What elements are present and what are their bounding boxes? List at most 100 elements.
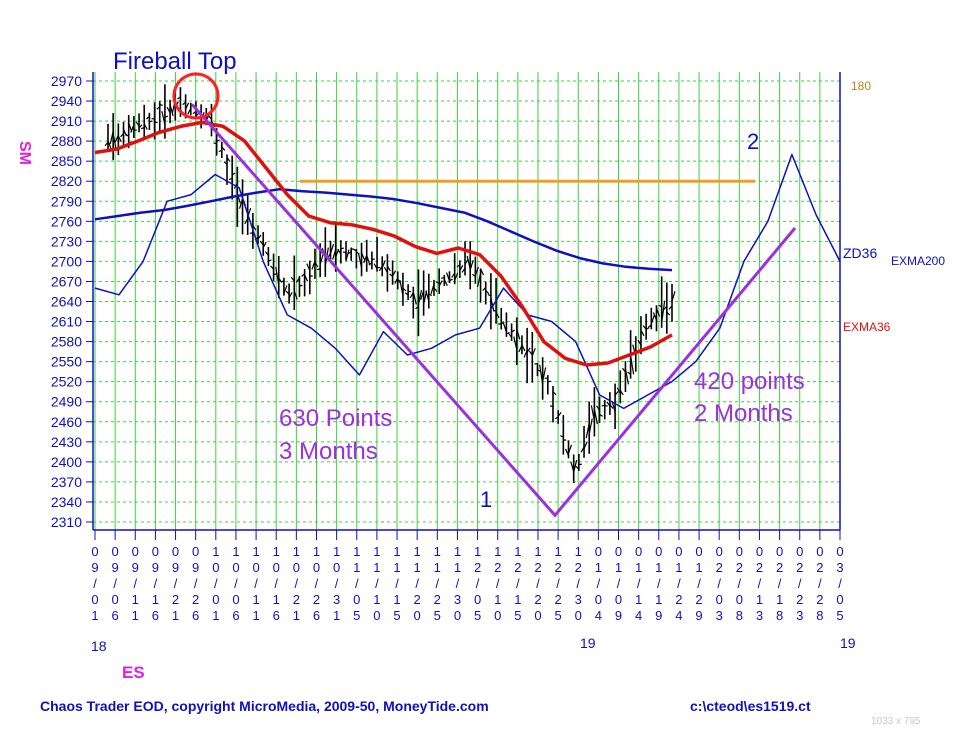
- price-bar-open: [492, 309, 497, 312]
- y-tick-label: 2430: [51, 434, 82, 450]
- price-bar-open: [570, 461, 575, 472]
- price-bar-close: [221, 146, 226, 151]
- price-bar-open: [456, 264, 461, 268]
- price-bar-close: [381, 260, 386, 268]
- x-tick-label: 0 2/0 8: [736, 544, 743, 623]
- price-bar-close: [268, 259, 272, 262]
- price-bar-close: [360, 252, 366, 260]
- left-axis-label: SM: [16, 141, 33, 165]
- x-tick-label: 1 2/2 5: [554, 544, 561, 623]
- price-bar-open: [420, 290, 425, 300]
- price-bar-open: [430, 284, 435, 295]
- price-bar-open: [409, 292, 414, 299]
- price-bar-close: [454, 272, 459, 281]
- price-bar-open: [130, 124, 135, 133]
- price-bar-open: [275, 266, 280, 286]
- price-bar-open: [187, 108, 192, 115]
- x-tick-label: 1 0/0 6: [232, 544, 239, 623]
- x-tick-label: 0 1/2 4: [675, 544, 682, 623]
- price-bar-open: [523, 349, 528, 358]
- y-axis: 2310 2340 2370 2400 2430 2460 2490 2520 2550 2580…: [51, 72, 94, 530]
- price-bar-close: [329, 243, 335, 254]
- label-exma36: EXMA36: [843, 320, 891, 334]
- price-bar-close: [459, 264, 464, 271]
- price-bar-open: [528, 350, 533, 356]
- price-bar-open: [549, 405, 554, 408]
- price-bar-close: [340, 247, 345, 250]
- price-bar-open: [177, 96, 181, 100]
- price-bar-close: [231, 172, 236, 176]
- wave-2-label: 2: [747, 129, 759, 154]
- y-tick-label: 2670: [51, 273, 82, 289]
- rise-points: 420 points: [694, 368, 805, 395]
- price-bar-close: [299, 284, 303, 287]
- y-tick-label: 2970: [51, 73, 82, 89]
- price-bar-open: [596, 405, 601, 411]
- decline-months: 3 Months: [279, 438, 378, 465]
- price-bar-open: [606, 401, 611, 407]
- price-bar-open: [363, 255, 368, 264]
- y-tick-label: 2580: [51, 334, 82, 350]
- price-bar-open: [166, 106, 171, 114]
- x-tick-label: 1 2/1 5: [514, 544, 521, 623]
- price-bar-open: [560, 435, 564, 438]
- price-bar-close: [609, 404, 614, 409]
- price-bar-close: [314, 262, 319, 268]
- price-bar-close: [107, 140, 112, 149]
- price-bar-close: [573, 459, 578, 473]
- x-tick-label: 0 9/1 1: [132, 544, 139, 623]
- price-bar-open: [192, 110, 197, 115]
- price-bar-open: [125, 133, 130, 137]
- price-bar-close: [485, 290, 490, 295]
- price-bar-open: [238, 198, 244, 209]
- y-tick-label: 2880: [51, 133, 82, 149]
- x-tick-label: 1 2/0 5: [474, 544, 481, 623]
- price-bar-open: [114, 134, 119, 143]
- price-bar-close: [578, 463, 582, 466]
- label-exma200: EXMA200: [891, 254, 945, 268]
- price-bar-close: [630, 355, 635, 375]
- price-bar-close: [164, 115, 169, 118]
- y-tick-label: 2850: [51, 153, 82, 169]
- price-bar-close: [619, 390, 624, 396]
- price-bar-open: [652, 312, 658, 321]
- price-bar-close: [169, 104, 174, 117]
- x-tick-label: 1 1/1 5: [393, 544, 400, 623]
- price-bar-close: [149, 120, 153, 123]
- price-bar-open: [156, 106, 161, 110]
- price-bar-close: [262, 241, 267, 248]
- price-bar-close: [588, 418, 593, 435]
- price-bar-open: [378, 265, 383, 272]
- price-bar-open: [290, 276, 295, 282]
- price-bar-open: [270, 265, 275, 270]
- decline-points: 630 Points: [279, 405, 392, 432]
- price-bar-open: [502, 322, 507, 333]
- price-bar-open: [332, 249, 337, 260]
- price-bar-open: [472, 273, 476, 277]
- chart-title: Fireball Top: [113, 48, 237, 75]
- x-tick-label: 1 2/2 0: [534, 544, 541, 623]
- price-bar-open: [647, 324, 652, 328]
- price-bar-close: [614, 391, 619, 396]
- price-bar-open: [208, 115, 212, 120]
- price-bar-open: [621, 367, 626, 373]
- x-tick-label: 1 0/1 6: [273, 544, 280, 623]
- exma200-line: [94, 187, 673, 272]
- price-bar-open: [404, 292, 409, 296]
- price-bar-open: [482, 286, 487, 291]
- x-tick-label: 0 9/0 6: [112, 544, 119, 623]
- price-bar-close: [433, 287, 438, 292]
- exma36-line: [94, 120, 673, 367]
- price-bar-open: [564, 448, 570, 457]
- y-tick-label: 2310: [51, 514, 82, 530]
- price-bar-close: [671, 290, 676, 302]
- price-bar-close: [216, 139, 220, 143]
- price-bar-close: [490, 297, 495, 312]
- x-tick-label: 1 0/3 1: [333, 544, 340, 623]
- price-bar-open: [441, 276, 445, 279]
- y-tick-label: 2940: [51, 93, 82, 109]
- price-bar-open: [637, 339, 642, 346]
- price-bar-close: [117, 135, 122, 143]
- y-tick-label: 2700: [51, 253, 82, 269]
- price-bar-close: [226, 157, 231, 162]
